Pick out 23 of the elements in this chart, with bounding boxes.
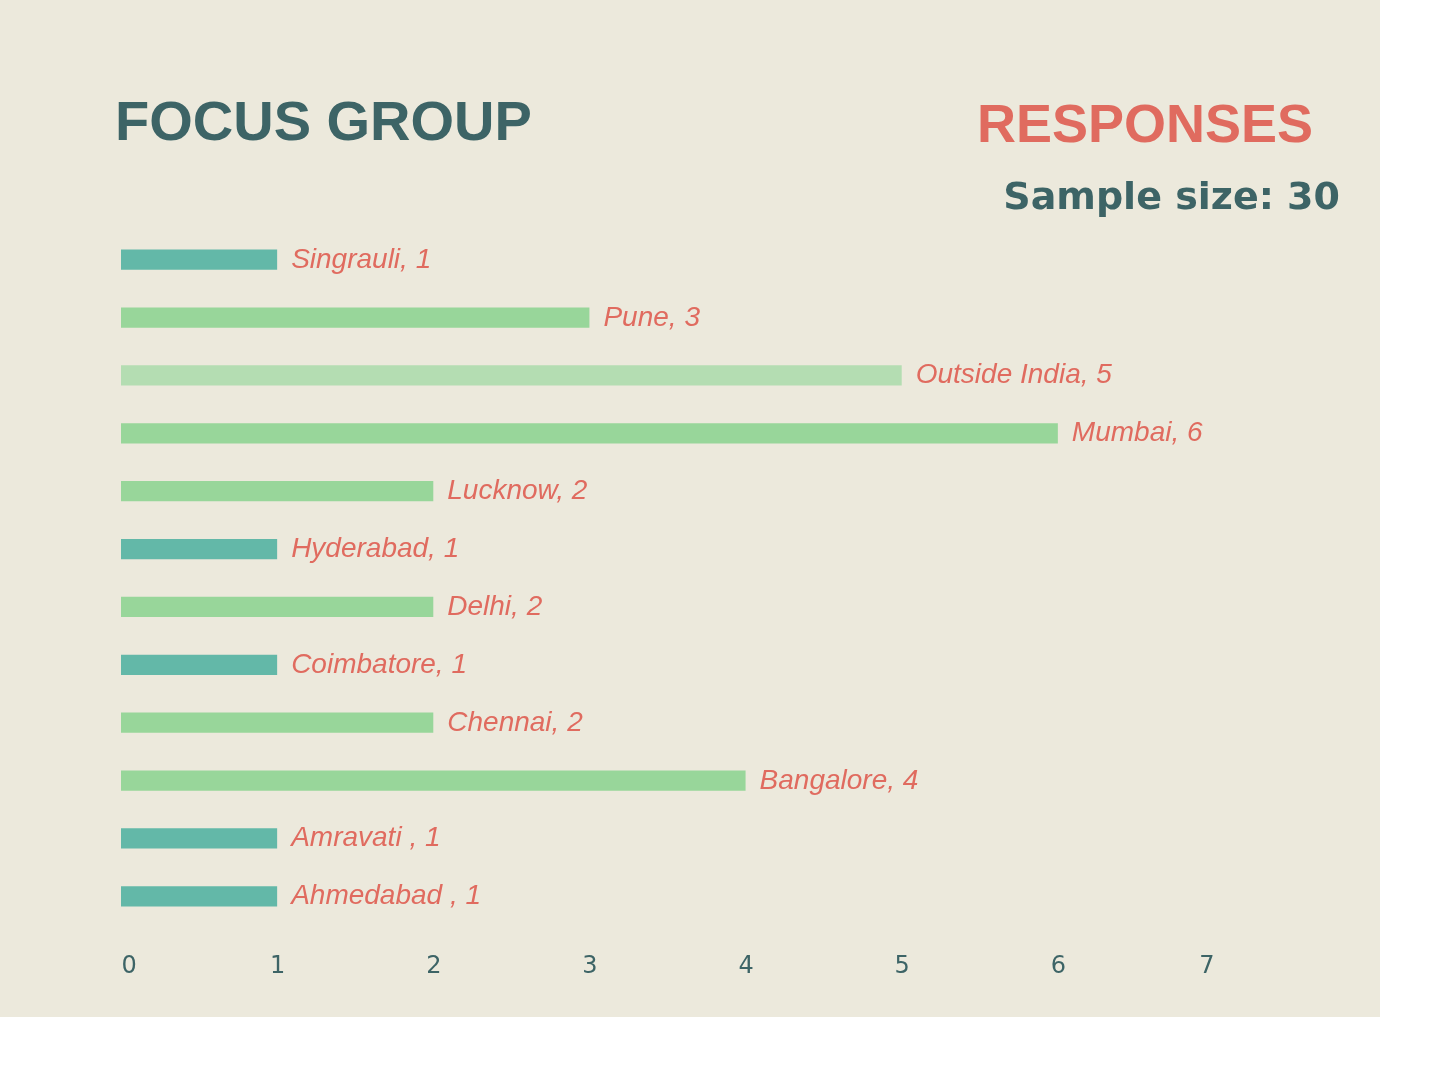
- data-label: Mumbai, 6: [1071, 416, 1203, 448]
- x-tick-label: 3: [582, 950, 598, 979]
- data-label: Delhi, 2: [447, 589, 543, 621]
- x-tick-label: 5: [894, 950, 910, 979]
- data-label: Singrauli, 1: [291, 242, 432, 274]
- text: Sample size: 30: [1003, 174, 1340, 218]
- data-label: Amravati , 1: [289, 821, 441, 853]
- data-label: Coimbatore, 1: [291, 647, 468, 679]
- data-label: Lucknow, 2: [447, 474, 588, 506]
- data-label: Ahmedabad , 1: [289, 879, 482, 911]
- chart-subtitle: RESPONSES: [976, 93, 1313, 153]
- data-label: Bangalore, 4: [759, 763, 919, 795]
- x-tick-label: 1: [270, 950, 286, 979]
- x-tick-label: 7: [1199, 950, 1215, 979]
- chart-title: FOCUS GROUP: [115, 89, 532, 152]
- x-tick-label: 6: [1050, 950, 1066, 979]
- x-tick-label: 0: [121, 950, 137, 979]
- data-label: Hyderabad, 1: [291, 532, 460, 564]
- data-label: Pune, 3: [603, 300, 701, 332]
- data-label: Outside India, 5: [915, 358, 1113, 390]
- x-tick-label: 4: [738, 950, 754, 979]
- data-label: Chennai, 2: [447, 705, 584, 737]
- x-tick-label: 2: [426, 950, 442, 979]
